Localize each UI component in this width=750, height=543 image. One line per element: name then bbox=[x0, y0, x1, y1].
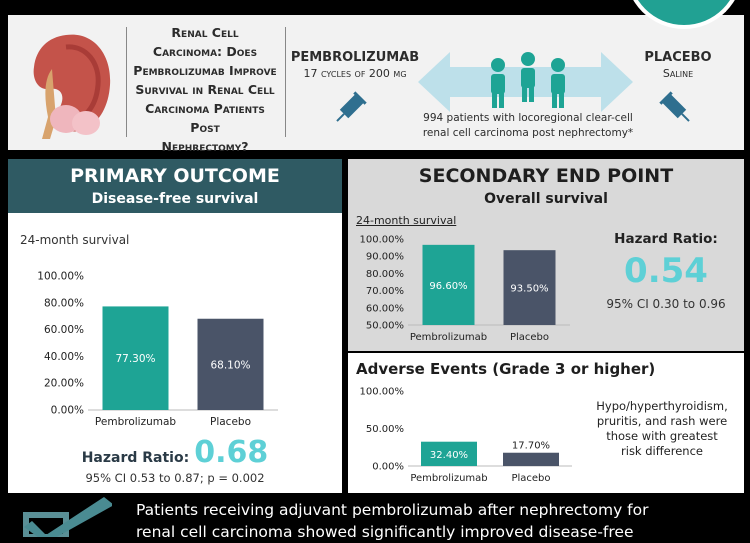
bar-value-label: 17.70% bbox=[512, 441, 550, 452]
y-tick-label: 20.00% bbox=[44, 378, 84, 390]
y-tick-label: 60.00% bbox=[44, 324, 84, 336]
question-line-2: Carcinoma: Does bbox=[152, 44, 258, 59]
y-tick-label: 60.00% bbox=[366, 303, 404, 314]
arm1-title: PEMBROLIZUMAB bbox=[290, 50, 420, 65]
primary-title: PRIMARY OUTCOME bbox=[70, 165, 280, 187]
syringe-icon bbox=[659, 91, 690, 122]
chart-title: 24-month survival bbox=[356, 214, 457, 227]
dfs-bar-chart: 0.00% 20.00% 40.00% 60.00% 80.00% 100.00% 77.3… bbox=[37, 271, 278, 428]
population-description: 994 patients with locoregional clear-cel… bbox=[408, 111, 648, 141]
primary-chart-area: 24-month survival 0.00% 20.00% 40.00% 60.00… bbox=[8, 213, 342, 493]
conclusion-text: Patients receiving adjuvant pembrolizuma… bbox=[136, 499, 746, 543]
primary-outcome-panel: PRIMARY OUTCOME Disease-free survival 24… bbox=[8, 159, 342, 493]
y-tick-label: 0.00% bbox=[51, 405, 84, 417]
secondary-endpoint-panel: SECONDARY END POINT Overall survival 24-… bbox=[348, 159, 744, 351]
arm2-dose: Saline bbox=[662, 67, 694, 80]
y-tick-label: 100.00% bbox=[360, 387, 405, 398]
x-category-label: Pembrolizumab bbox=[410, 473, 487, 484]
secondary-hr-label: Hazard Ratio: bbox=[614, 231, 718, 247]
conclusion-banner: Patients receiving adjuvant pembrolizuma… bbox=[0, 493, 750, 541]
secondary-hr-value: 0.54 bbox=[624, 251, 708, 291]
adverse-note-line-4: risk difference bbox=[621, 444, 703, 458]
bar-value-label: 32.40% bbox=[430, 450, 468, 461]
adverse-bar-chart: 0.00% 50.00% 100.00% 32.40% Pembrolizumab 17.… bbox=[360, 387, 572, 484]
bar bbox=[422, 244, 475, 325]
y-tick-label: 80.00% bbox=[44, 297, 84, 309]
y-tick-label: 100.00% bbox=[360, 235, 405, 246]
conclusion-line-1: Patients receiving adjuvant pembrolizuma… bbox=[136, 501, 649, 519]
y-tick-label: 0.00% bbox=[372, 462, 404, 473]
secondary-subtitle: Overall survival bbox=[484, 191, 608, 207]
study-question: Renal Cell Carcinoma: Does Pembrolizumab… bbox=[130, 23, 280, 156]
adverse-note-line-3: those with greatest bbox=[606, 429, 718, 443]
x-category-label: Pembrolizumab bbox=[410, 332, 487, 343]
secondary-title: SECONDARY END POINT bbox=[418, 165, 674, 187]
x-category-label: Placebo bbox=[511, 473, 550, 484]
y-tick-label: 90.00% bbox=[366, 252, 404, 263]
question-line-4: Survival in Renal Cell bbox=[135, 82, 275, 97]
primary-ci: 95% CI 0.53 to 0.87; p = 0.002 bbox=[85, 471, 265, 485]
study-design-panel: Renal Cell Carcinoma: Does Pembrolizumab… bbox=[8, 15, 744, 154]
arm1-dose: 17 cycles of 200 mg bbox=[303, 67, 407, 80]
bar bbox=[503, 250, 556, 325]
randomization-arrow-icon bbox=[418, 52, 633, 112]
question-line-6: Nephrectomy? bbox=[161, 139, 249, 154]
primary-subtitle: Disease-free survival bbox=[91, 191, 259, 207]
population-line-2: renal cell carcinoma post nephrectomy* bbox=[422, 127, 634, 139]
question-line-1: Renal Cell bbox=[171, 25, 239, 40]
bar bbox=[421, 441, 477, 466]
y-tick-label: 70.00% bbox=[366, 286, 404, 297]
arm2-title: PLACEBO bbox=[644, 50, 712, 65]
conclusion-line-2: renal cell carcinoma showed significantl… bbox=[136, 523, 634, 541]
bar bbox=[503, 452, 559, 466]
population-line-1: 994 patients with locoregional clear-cel… bbox=[423, 112, 633, 124]
kidney-icon bbox=[33, 34, 111, 139]
os-bar-chart: 50.00% 60.00% 70.00% 80.00% 90.00% 100.00% 96.… bbox=[360, 235, 570, 343]
primary-hazard-ratio: Hazard Ratio: 0.68 bbox=[8, 435, 342, 470]
bar bbox=[197, 318, 264, 410]
x-category-label: Placebo bbox=[510, 332, 549, 343]
question-line-3: Pembrolizumab Improve bbox=[133, 63, 277, 78]
checkmark-icon bbox=[23, 497, 112, 537]
x-category-label: Placebo bbox=[210, 416, 251, 428]
bar-value-label: 96.60% bbox=[429, 281, 467, 292]
x-category-label: Pembrolizumab bbox=[95, 416, 176, 428]
adverse-note: Hypo/hyperthyroidism, pruritis, and rash… bbox=[580, 399, 744, 459]
y-tick-label: 50.00% bbox=[366, 321, 404, 332]
adverse-note-line-1: Hypo/hyperthyroidism, bbox=[596, 399, 728, 413]
question-line-5: Carcinoma Patients Post bbox=[145, 101, 265, 135]
syringe-icon bbox=[336, 91, 367, 122]
y-tick-label: 100.00% bbox=[37, 271, 84, 283]
adverse-title: Adverse Events (Grade 3 or higher) bbox=[356, 360, 656, 378]
hr-label: Hazard Ratio: bbox=[81, 450, 190, 466]
y-tick-label: 50.00% bbox=[366, 424, 404, 435]
adverse-note-line-2: pruritis, and rash were bbox=[596, 414, 728, 428]
adverse-events-panel: Adverse Events (Grade 3 or higher) 0.00%… bbox=[348, 353, 744, 493]
hr-value: 0.68 bbox=[194, 435, 269, 470]
bar-value-label: 77.30% bbox=[115, 353, 155, 365]
bar-value-label: 93.50% bbox=[510, 284, 548, 295]
bar bbox=[102, 306, 169, 410]
y-tick-label: 80.00% bbox=[366, 269, 404, 280]
chart-title: 24-month survival bbox=[20, 233, 130, 247]
bar-value-label: 68.10% bbox=[210, 359, 250, 371]
secondary-ci: 95% CI 0.30 to 0.96 bbox=[606, 297, 726, 311]
y-tick-label: 40.00% bbox=[44, 351, 84, 363]
